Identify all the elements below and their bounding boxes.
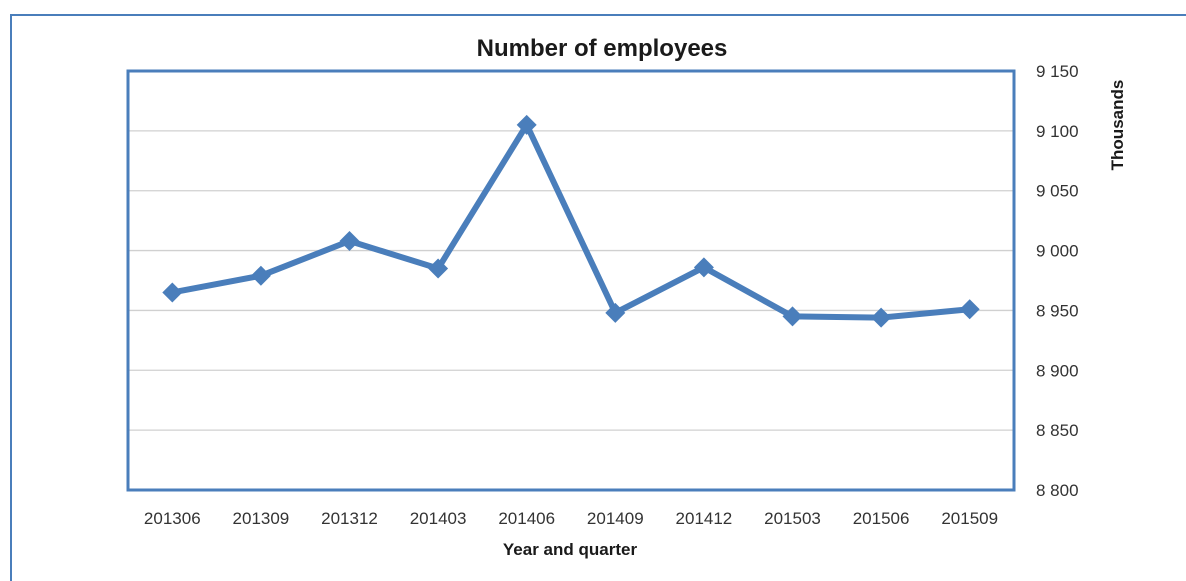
x-tick-label: 201306	[144, 509, 201, 528]
y-tick-label: 8 900	[1036, 361, 1079, 380]
x-tick-label: 201309	[233, 509, 290, 528]
chart-frame	[10, 14, 1186, 581]
data-point-marker	[871, 307, 892, 328]
plot-area-border	[126, 69, 1016, 492]
data-point-marker	[959, 299, 980, 320]
y-tick-label: 9 050	[1036, 182, 1079, 201]
y-axis-ticks: 8 800 8 850 8 900 8 950 9 000 9 050 9 100 9 150	[1036, 62, 1079, 500]
x-tick-label: 201509	[941, 509, 998, 528]
x-tick-label: 201506	[853, 509, 910, 528]
data-point-marker	[605, 302, 626, 323]
y-tick-label: 8 950	[1036, 301, 1079, 320]
x-tick-label: 201409	[587, 509, 644, 528]
data-point-marker	[339, 230, 360, 251]
y-tick-label: 9 000	[1036, 242, 1079, 261]
x-tick-label: 201312	[321, 509, 378, 528]
data-point-marker	[250, 265, 271, 286]
x-tick-label: 201403	[410, 509, 467, 528]
data-point-marker	[782, 306, 803, 327]
data-point-marker	[428, 258, 449, 279]
data-point-marker	[162, 282, 183, 303]
y-axis-label: Thousands	[1108, 80, 1127, 171]
chart-title: Number of employees	[477, 35, 728, 62]
y-tick-label: 8 800	[1036, 481, 1079, 500]
x-tick-label: 201503	[764, 509, 821, 528]
series-line-path	[171, 121, 970, 321]
data-point-marker	[516, 114, 537, 135]
y-tick-label: 9 150	[1036, 62, 1079, 81]
series-line	[162, 114, 980, 328]
x-axis-label: Year and quarter	[503, 540, 638, 559]
y-tick-label: 8 850	[1036, 421, 1079, 440]
data-point-marker	[693, 257, 714, 278]
x-tick-label: 201406	[498, 509, 555, 528]
x-tick-label: 201412	[676, 509, 733, 528]
y-tick-label: 9 100	[1036, 122, 1079, 141]
x-axis-ticks: 201306 201309 201312 201403 201406 201409 2014…	[144, 509, 998, 528]
